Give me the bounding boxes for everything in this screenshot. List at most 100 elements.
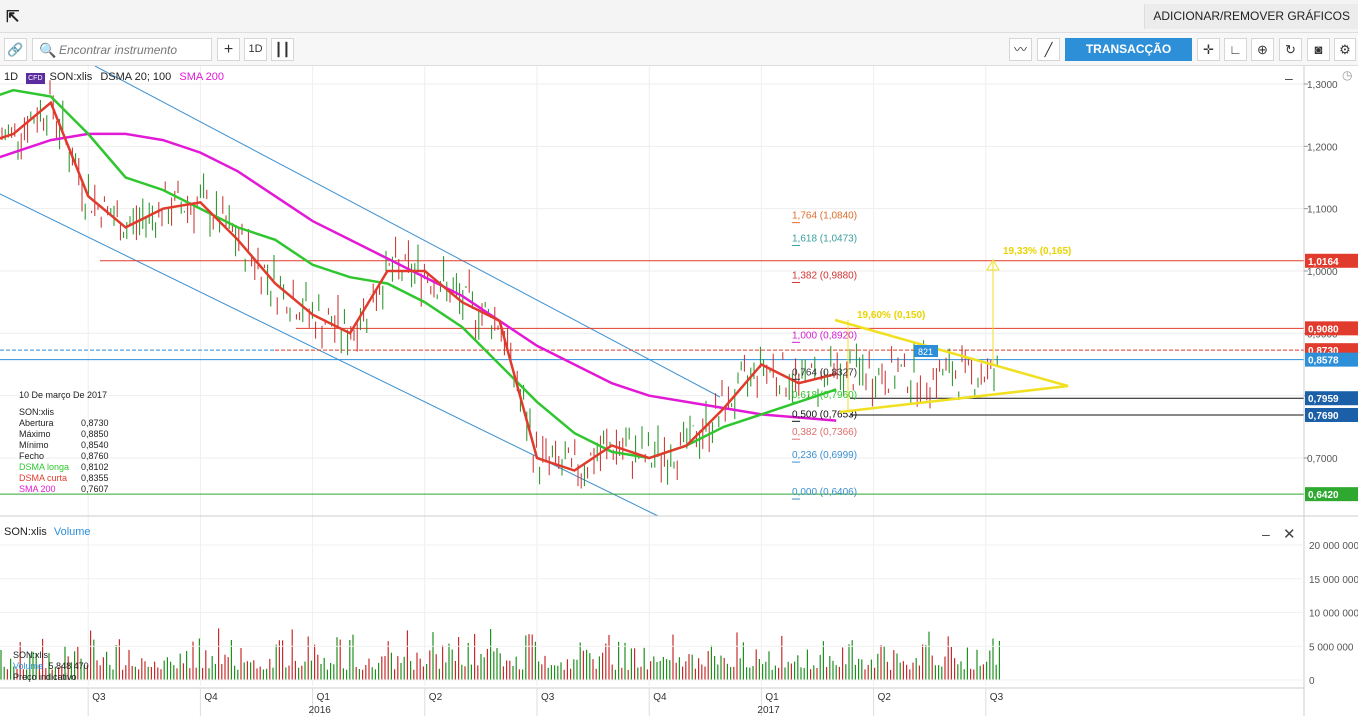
- projection-label: 19,33% (0,165): [1003, 246, 1071, 257]
- price-badge-label: 0,9080: [1308, 324, 1339, 335]
- volume-info-value: 5 848 470: [48, 661, 89, 671]
- volume-info-note: Preço indicativo: [13, 672, 77, 682]
- quarter-label: Q1: [317, 692, 331, 703]
- info-key: Mínimo: [19, 440, 49, 450]
- zoom-icon[interactable]: ⊕: [1251, 38, 1274, 61]
- quarter-label: Q1: [765, 692, 779, 703]
- info-key: DSMA curta: [19, 473, 68, 483]
- volume-legend: SON:xlis Volume: [4, 526, 91, 538]
- info-row: Máximo 0,8850: [19, 429, 114, 440]
- info-key: Abertura: [19, 418, 54, 428]
- add-icon[interactable]: +: [217, 38, 240, 61]
- volume-tick-label: 0: [1309, 676, 1315, 687]
- quarter-label: Q4: [204, 692, 218, 703]
- cfd-badge: CFD: [26, 73, 45, 84]
- price-badge: [1305, 391, 1358, 406]
- price-chart[interactable]: 1,764 (1,0840) 1,618 (1,0473) 1,382 (0,988…: [0, 66, 1358, 716]
- interval-button[interactable]: 1D: [244, 38, 267, 61]
- volume-symbol: SON:xlis: [4, 526, 47, 538]
- close-volume-pane-icon[interactable]: ✕: [1283, 526, 1296, 543]
- info-value: 0,8540: [81, 440, 109, 450]
- fib-label: 1,000 (0,8920): [792, 330, 857, 341]
- info-row: Abertura 0,8730: [19, 418, 114, 429]
- legend-sma: SMA 200: [179, 71, 224, 83]
- ohlc-info-box: 10 De março De 2017 SON:xlis Abertura 0,8…: [19, 390, 114, 495]
- candles-icon[interactable]: ┃┃: [271, 38, 294, 61]
- year-label: 2016: [309, 705, 332, 716]
- volume-label: Volume: [53, 526, 91, 538]
- indicators-icon[interactable]: 〰: [1009, 38, 1032, 61]
- info-value: 0,8730: [81, 418, 109, 428]
- price-badge-label: 0,7690: [1308, 411, 1339, 422]
- fib-label: 0,618 (0,7960): [792, 390, 857, 401]
- fib-label: 0,382 (0,7366): [792, 427, 857, 438]
- info-value: 0,8850: [81, 429, 109, 439]
- info-symbol: SON:xlis: [19, 407, 55, 417]
- volume-info-box: SON:xlis Volume 5 848 470 Preço indicati…: [13, 650, 89, 683]
- moving-averages: [0, 88, 837, 472]
- minimize-price-pane-icon[interactable]: –: [1285, 70, 1293, 86]
- gear-icon[interactable]: ⚙: [1334, 38, 1356, 61]
- volume-info-label: Volume: [13, 661, 44, 671]
- fib-label: 0,236 (0,6999): [792, 450, 857, 461]
- crosshair-icon[interactable]: ✛: [1197, 38, 1220, 61]
- volume-tick-label: 5 000 000: [1309, 642, 1354, 653]
- refresh-icon[interactable]: ↻: [1279, 38, 1302, 61]
- price-plot-area: [0, 66, 1304, 515]
- info-row: Fecho 0,8760: [19, 451, 114, 462]
- fib-label: 1,764 (1,0840): [792, 211, 857, 222]
- trade-button[interactable]: TRANSACÇÃO: [1065, 38, 1192, 61]
- price-badge: [1305, 321, 1358, 336]
- volume-tick-label: 15 000 000: [1309, 575, 1358, 586]
- collapse-icon[interactable]: ⇱: [6, 9, 20, 26]
- axis-tick-label: 1,2000: [1307, 142, 1338, 153]
- camera-icon[interactable]: ◙: [1307, 38, 1330, 61]
- annotations: 19,33% (0,165) 19,60% (0,150) 821: [834, 246, 1071, 414]
- volume-info-symbol: SON:xlis: [13, 650, 49, 660]
- price-badge: [1305, 407, 1358, 422]
- minimize-volume-pane-icon[interactable]: –: [1262, 526, 1270, 542]
- info-date: 10 De março De 2017: [19, 390, 108, 400]
- price-badge-label: 1,0164: [1308, 257, 1339, 268]
- instrument-search[interactable]: 🔍: [32, 38, 212, 61]
- fib-label: 1,618 (1,0473): [792, 234, 857, 245]
- info-key: DSMA longa: [19, 462, 70, 472]
- price-badge-label: 0,6420: [1308, 490, 1339, 501]
- chart-legend: 1D CFD SON:xlis DSMA 20; 100 SMA 200: [4, 71, 229, 84]
- ma-line: [0, 100, 837, 472]
- horizontal-lines: [0, 260, 1304, 495]
- draw-line-icon[interactable]: ╱: [1037, 38, 1060, 61]
- time-axis: Q2Q3Q4Q1Q2Q3Q4Q1Q2Q3201520162017: [0, 687, 1304, 716]
- fib-label: 1,382 (0,9880): [792, 270, 857, 281]
- search-icon: 🔍: [39, 42, 57, 58]
- add-remove-charts-button[interactable]: ADICIONAR/REMOVER GRÁFICOS: [1144, 4, 1358, 29]
- clock-icon[interactable]: ◷: [1342, 68, 1353, 82]
- info-row: Mínimo 0,8540: [19, 440, 114, 451]
- price-badge-label: 0,8578: [1308, 356, 1339, 367]
- info-key: SMA 200: [19, 484, 56, 494]
- fib-label: 0,500 (0,7653): [792, 409, 857, 420]
- info-value: 0,8355: [81, 473, 109, 483]
- legend-interval: 1D: [4, 71, 19, 83]
- year-label: 2017: [757, 705, 780, 716]
- fib-label: 0,000 (0,6406): [792, 487, 857, 498]
- info-key: Fecho: [19, 451, 45, 461]
- ma-line: [0, 132, 837, 422]
- legend-symbol: SON:xlis: [49, 71, 93, 83]
- top-bar: ⇱ ADICIONAR/REMOVER GRÁFICOS: [0, 0, 1358, 33]
- axis-icon[interactable]: ∟: [1224, 38, 1247, 61]
- price-badge-label: 0,8730: [1308, 346, 1339, 357]
- price-badge: [1305, 253, 1358, 268]
- price-badge-label: 0,7959: [1308, 394, 1339, 405]
- axis-tick-label: 1,3000: [1307, 80, 1338, 91]
- quarter-label: Q2: [429, 692, 443, 703]
- info-value: 0,8102: [81, 462, 109, 472]
- projection-label: 19,60% (0,150): [857, 310, 925, 321]
- volume-bars: [0, 628, 1001, 680]
- search-input[interactable]: [59, 42, 209, 58]
- axis-tick-label: 1,1000: [1307, 205, 1338, 216]
- link-icon[interactable]: 🔗: [4, 38, 27, 61]
- ma-line: [0, 88, 837, 460]
- axis-tick-label: 0,7000: [1307, 454, 1338, 465]
